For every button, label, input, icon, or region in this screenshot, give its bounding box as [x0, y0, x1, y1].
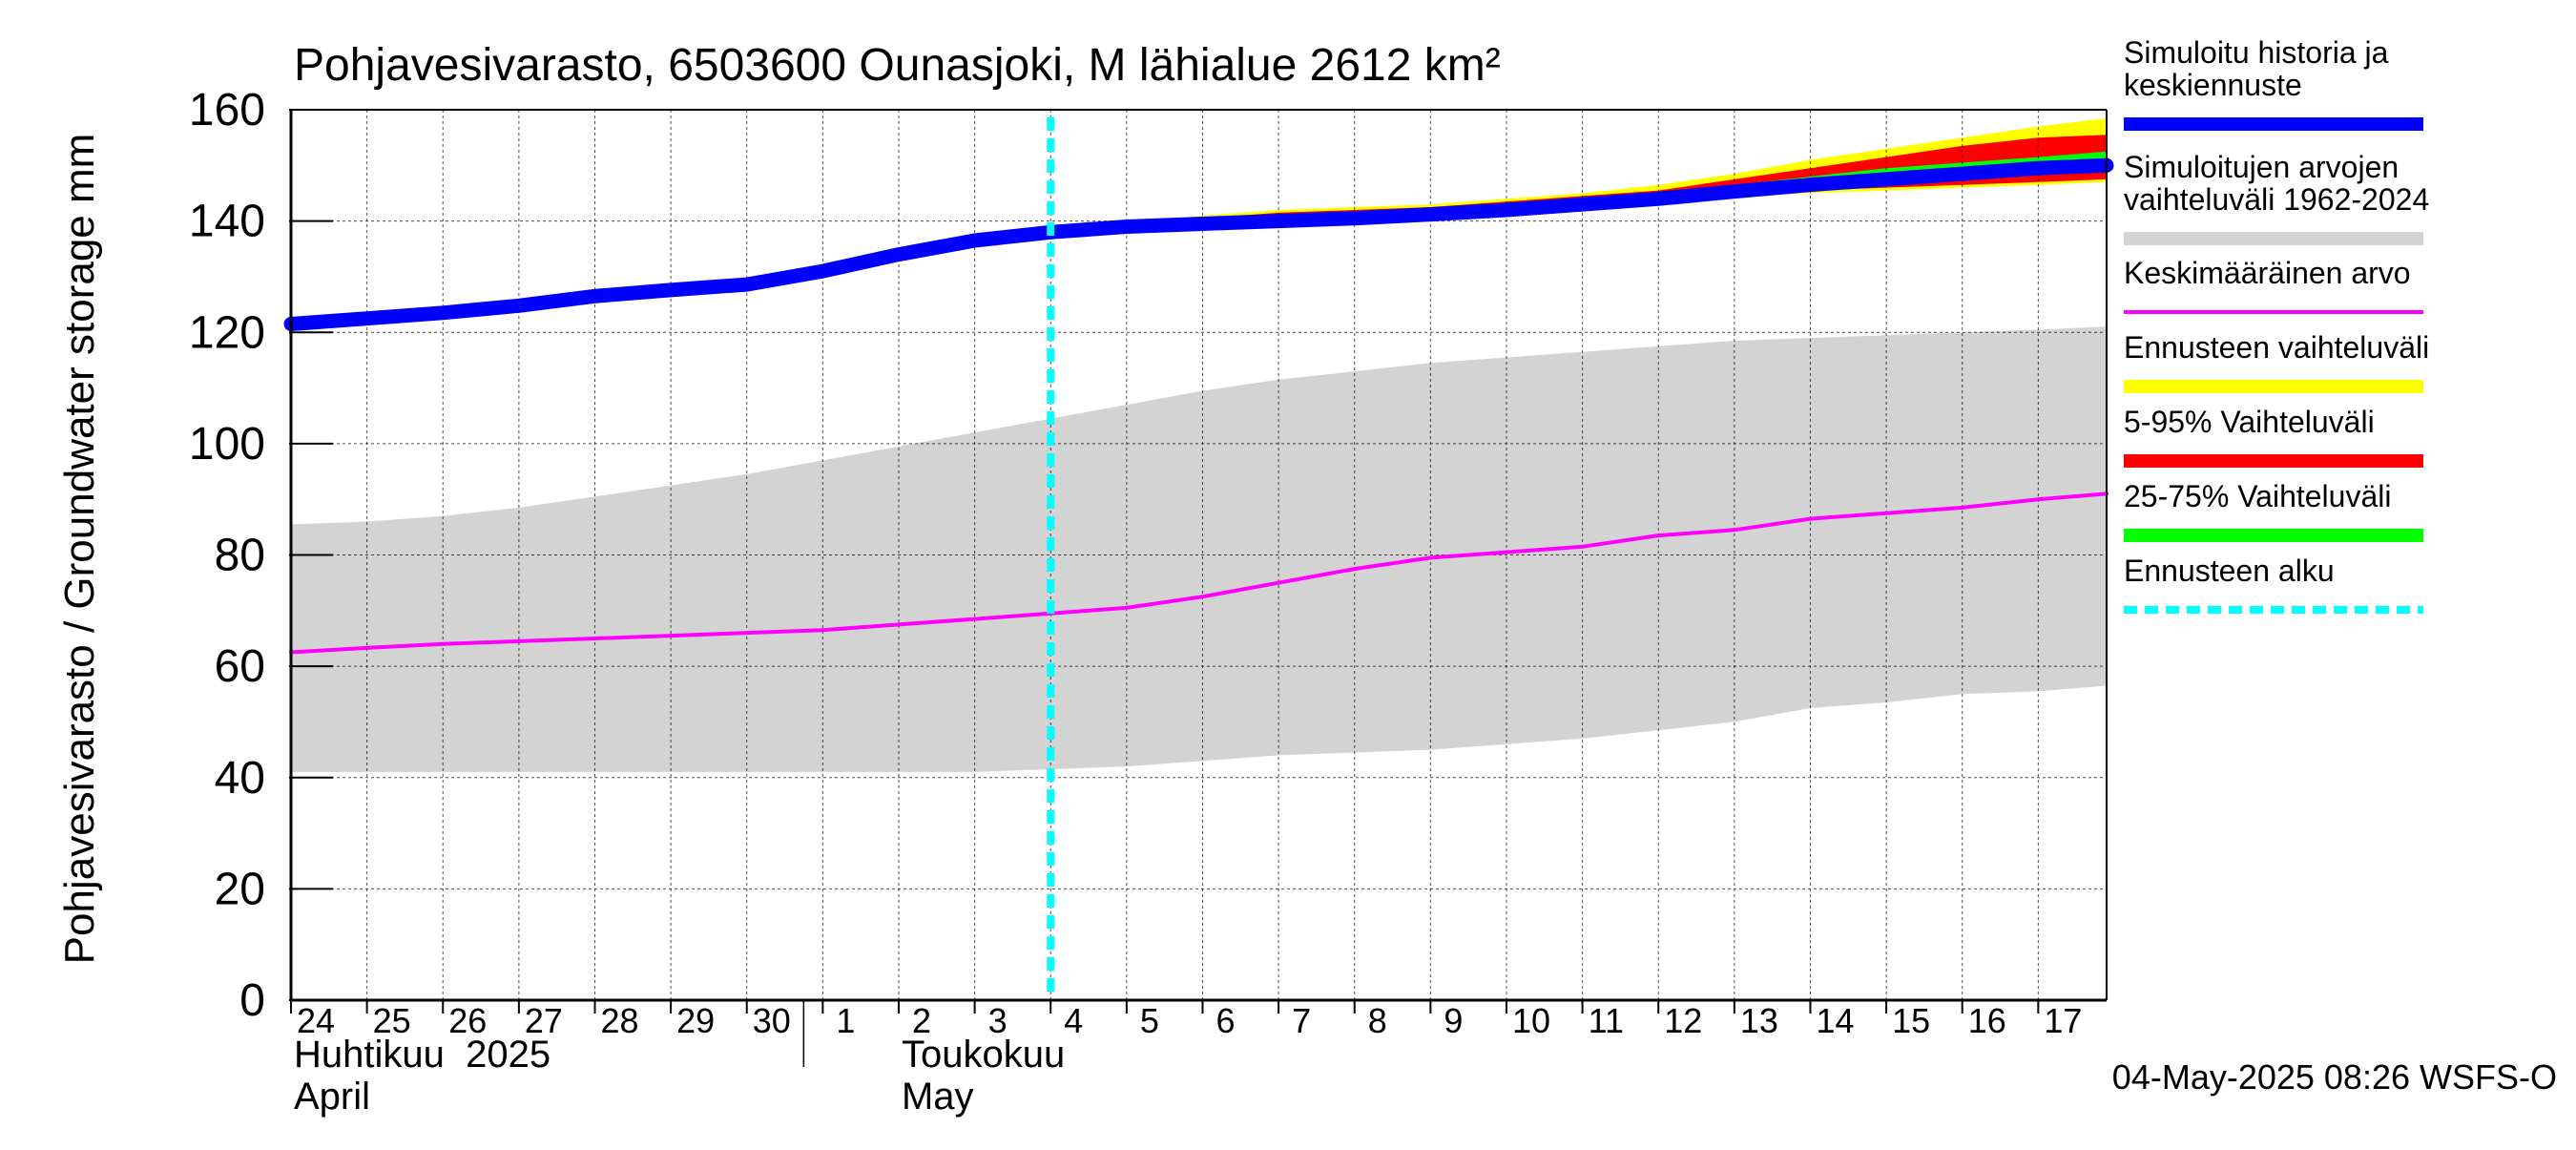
y-axis-label: Pohjavesivarasto / Groundwater storage m…: [56, 134, 103, 965]
x-tick-label-10: 10: [1512, 1001, 1550, 1040]
y-tick-label-160: 160: [189, 85, 265, 136]
x-tick-label-27: 27: [525, 1001, 563, 1040]
x-tick-label-8: 8: [1368, 1001, 1387, 1040]
y-tick-label-60: 60: [215, 641, 265, 692]
x-tick-label-17: 17: [2044, 1001, 2082, 1040]
band-layer: [291, 117, 2107, 772]
series-line-simulated-history-mean: [283, 157, 2114, 331]
legend-label-1-1: vaihteluväli 1962-2024: [2124, 182, 2429, 217]
x-tick-label-30: 30: [753, 1001, 791, 1040]
axes-layer: [289, 109, 2108, 1067]
legend-label-4-0: 5-95% Vaihteluväli: [2124, 405, 2375, 439]
legend-label-2-0: Keskimääräinen arvo: [2124, 256, 2411, 290]
x-tick-label-13: 13: [1740, 1001, 1778, 1040]
month-label-en-1: May: [902, 1076, 974, 1118]
band-simuloitujen-arvojen-vaihteluv-li-1962-2024: [291, 326, 2107, 772]
x-tick-label-12: 12: [1664, 1001, 1702, 1040]
x-tick-label-26: 26: [448, 1001, 487, 1040]
x-tick-label-1: 1: [836, 1001, 855, 1040]
x-tick-label-7: 7: [1292, 1001, 1311, 1040]
month-label-en-0: April: [294, 1076, 370, 1118]
x-tick-label-28: 28: [600, 1001, 638, 1040]
x-tick-label-9: 9: [1444, 1001, 1463, 1040]
y-tick-label-140: 140: [189, 197, 265, 247]
y-tick-label-120: 120: [189, 307, 265, 358]
x-tick-label-25: 25: [373, 1001, 411, 1040]
x-tick-label-6: 6: [1215, 1001, 1235, 1040]
y-tick-label-80: 80: [215, 531, 265, 581]
x-tick-label-4: 4: [1064, 1001, 1083, 1040]
x-tick-label-24: 24: [297, 1001, 335, 1040]
line-layer: [283, 157, 2114, 655]
x-tick-label-5: 5: [1140, 1001, 1159, 1040]
y-tick-label-20: 20: [215, 864, 265, 914]
x-tick-label-3: 3: [988, 1001, 1008, 1040]
series-line-average-value: [289, 491, 2109, 655]
month-label-fi-1: Toukokuu: [902, 1034, 1065, 1076]
legend-label-5-0: 25-75% Vaihteluväli: [2124, 479, 2391, 513]
y-tick-label-100: 100: [189, 419, 265, 470]
x-tick-label-2: 2: [912, 1001, 931, 1040]
x-tick-label-16: 16: [1968, 1001, 2006, 1040]
y-tick-label-40: 40: [215, 753, 265, 804]
y-tick-label-0: 0: [239, 975, 265, 1026]
month-label-fi-0: Huhtikuu 2025: [294, 1034, 551, 1076]
legend-label-0-0: Simuloitu historia ja: [2124, 35, 2389, 70]
x-tick-label-14: 14: [1816, 1001, 1854, 1040]
legend-label-1-0: Simuloitujen arvojen: [2124, 150, 2399, 184]
x-tick-label-11: 11: [1589, 1001, 1624, 1040]
legend-label-3-0: Ennusteen vaihteluväli: [2124, 330, 2429, 365]
chart-title: Pohjavesivarasto, 6503600 Ounasjoki, M l…: [294, 40, 1501, 91]
legend-label-6-0: Ennusteen alku: [2124, 554, 2335, 588]
x-tick-label-29: 29: [676, 1001, 715, 1040]
footer-timestamp: 04-May-2025 08:26 WSFS-O: [2112, 1057, 2557, 1097]
legend-label-0-1: keskiennuste: [2124, 68, 2302, 102]
x-tick-label-15: 15: [1892, 1001, 1930, 1040]
